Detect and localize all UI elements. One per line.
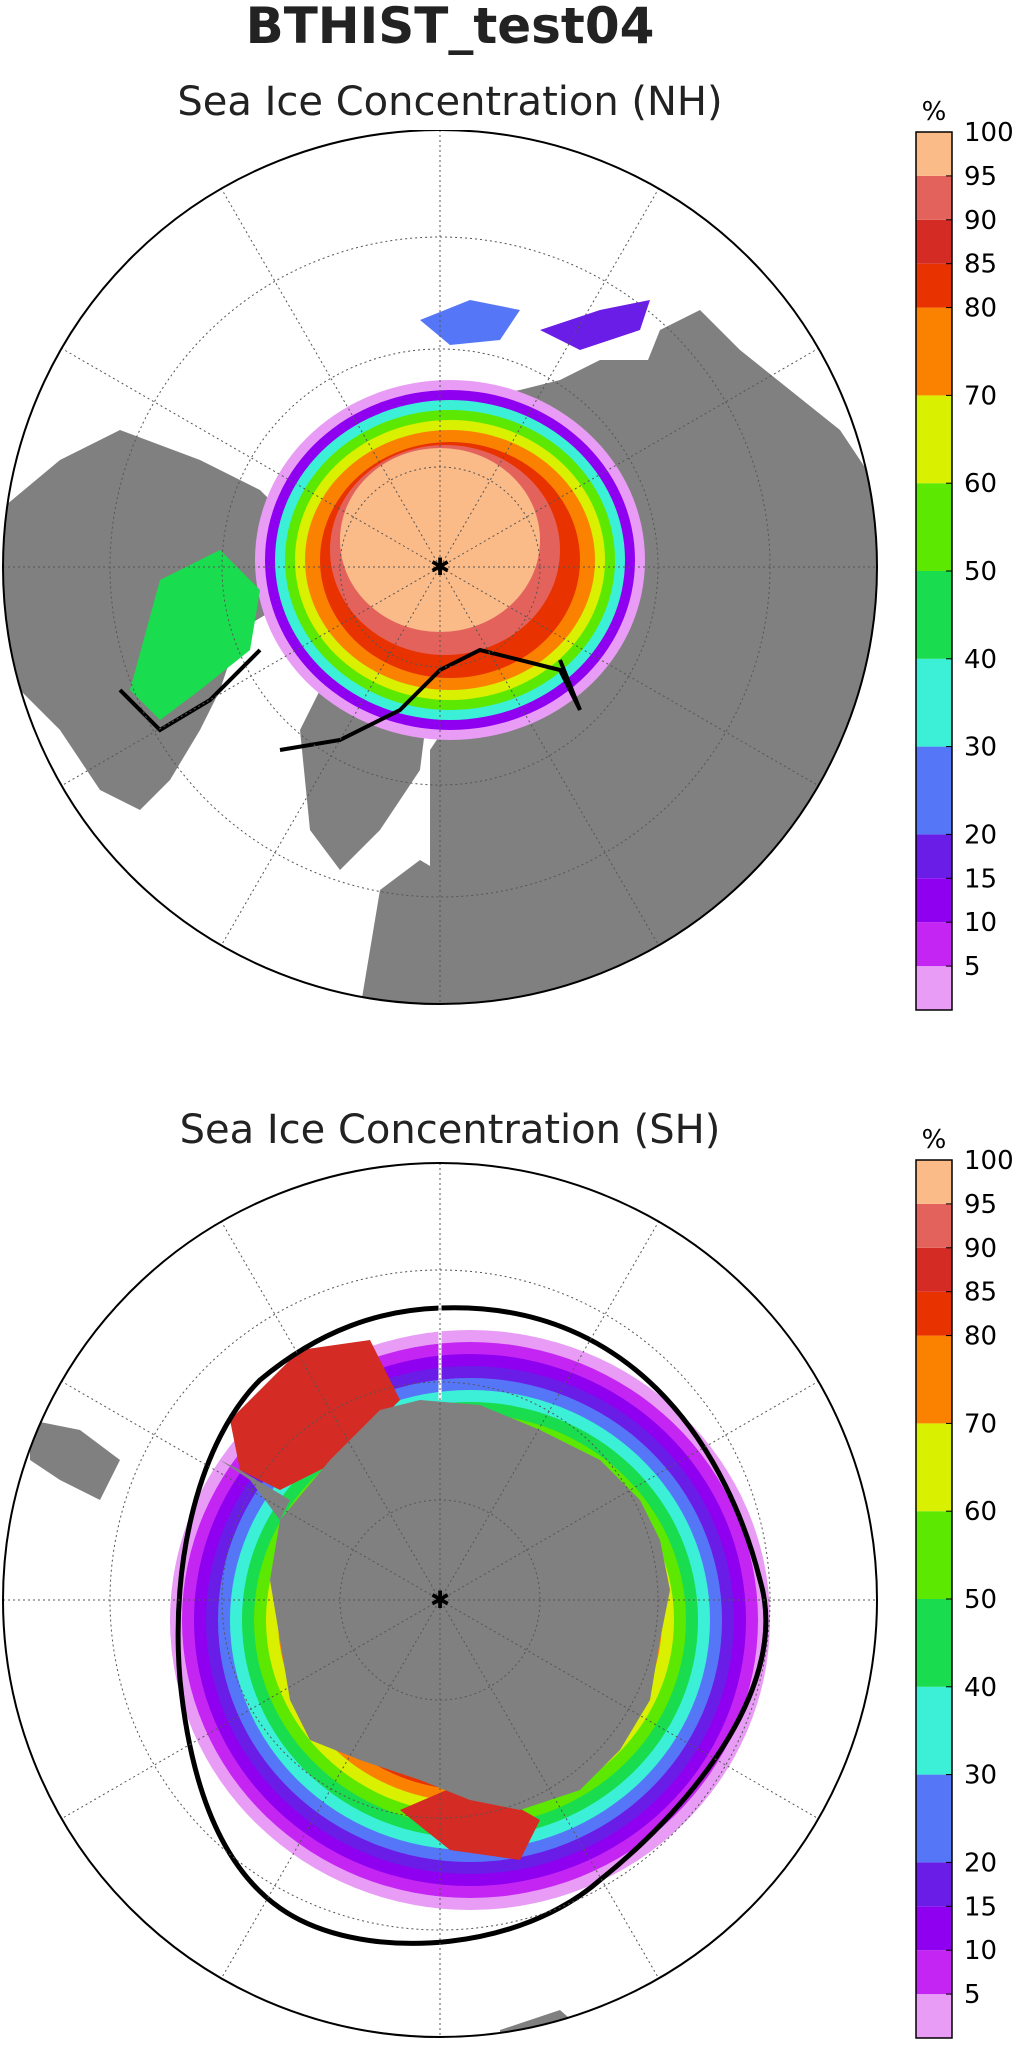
nh-land-europe (360, 860, 540, 1004)
sh-colorbar-segment (916, 1994, 952, 2038)
sh-colorbar-segment (916, 1291, 952, 1336)
nh-colorbar-segment (916, 658, 952, 747)
nh-colorbar-segment (916, 746, 952, 835)
nh-colorbar-segment (916, 571, 952, 659)
nh-colorbar-tick-label: 70 (964, 381, 997, 411)
sh-colorbar-tick-label: 100 (964, 1146, 1014, 1176)
nh-ice-okhotsk (420, 300, 520, 345)
nh-colorbar-tick-label: 5 (964, 952, 981, 982)
nh-graticule (3, 130, 877, 1004)
nh-colorbar-segment (916, 878, 952, 923)
sh-land-antarctica (270, 1400, 670, 1810)
sh-ice-edge-contour (175, 1305, 769, 1946)
sh-colorbar-tick-label: 90 (964, 1234, 997, 1264)
nh-colorbar-segment (916, 922, 952, 967)
sh-graticule (3, 1163, 877, 2037)
sh-colorbar-segment (916, 1203, 952, 1248)
sh-colorbar-segment (916, 1686, 952, 1775)
nh-colorbar-segment (916, 307, 952, 396)
nh-colorbar-tick-label: 100 (964, 118, 1014, 148)
sh-ice-weddell (230, 1340, 400, 1490)
sh-colorbar-tick-label: 70 (964, 1409, 997, 1439)
nh-ice-baffin-edge (118, 648, 262, 733)
sh-colorbar-segment (916, 1862, 952, 1907)
nh-colorbar-tick-label: 10 (964, 908, 997, 938)
sh-colorbar-tick-label: 60 (964, 1497, 997, 1527)
figure-title: BTHIST_test04 (245, 0, 655, 55)
sh-map-frame (2, 1162, 878, 2038)
nh-colorbar-tick-label: 60 (964, 469, 997, 499)
nh-colorbar-tick-label: 80 (964, 294, 997, 324)
sh-colorbar-segment (916, 1160, 952, 1204)
sh-colorbar-segment (916, 1950, 952, 1995)
nh-land-eurasia (430, 310, 877, 1004)
sh-colorbar-tick-label: 15 (964, 1892, 997, 1922)
nh-colorbar-tick-label: 15 (964, 864, 997, 894)
nh-colorbar-segment (916, 263, 952, 308)
sh-colorbar-segment (916, 1906, 952, 1951)
sh-land-south-america (30, 1420, 120, 1500)
sh-land-peninsula (220, 1460, 290, 1520)
sh-colorbar-segment (916, 1774, 952, 1863)
nh-ice-edge-contour (279, 647, 582, 752)
sh-colorbar-tick-label: 80 (964, 1322, 997, 1352)
nh-pole-marker: ✱ (430, 553, 450, 581)
nh-colorbar: % 5 10 15 20 30 40 50 60 70 80 85 90 95 100 (915, 97, 1014, 1011)
nh-colorbar-tick-label: 30 (964, 733, 997, 763)
sh-colorbar-segment (916, 1599, 952, 1687)
sh-colorbar-tick-label: 40 (964, 1673, 997, 1703)
sh-colorbar: % 5 10 15 20 30 40 50 60 70 80 85 90 95 100 (915, 1125, 1014, 2039)
sh-colorbar-tick-label: 30 (964, 1761, 997, 1791)
sh-colorbar-segment (916, 1335, 952, 1424)
nh-colorbar-tick-label: 95 (964, 162, 997, 192)
nh-polar-map: ✱ (2, 130, 878, 1005)
nh-ice-bering (540, 300, 650, 350)
nh-colorbar-segment (916, 966, 952, 1010)
nh-colorbar-segment (916, 483, 952, 571)
sh-colorbar-tick-label: 10 (964, 1936, 997, 1966)
nh-colorbar-tick-label: 20 (964, 820, 997, 850)
nh-colorbar-segment (916, 834, 952, 879)
nh-colorbar-unit: % (922, 97, 947, 127)
sh-colorbar-segment (916, 1511, 952, 1599)
sh-colorbar-tick-label: 20 (964, 1848, 997, 1878)
sh-colorbar-unit: % (922, 1125, 947, 1155)
sh-colorbar-tick-label: 50 (964, 1585, 997, 1615)
nh-land-scandinavia (470, 690, 560, 850)
nh-map-frame (2, 130, 878, 1005)
sh-polar-map: ✱ (2, 1162, 878, 2038)
nh-colorbar-tick-label: 40 (964, 645, 997, 675)
nh-ice-baffin (130, 550, 260, 720)
sh-pole-marker: ✱ (430, 1586, 450, 1614)
nh-colorbar-tick-label: 50 (964, 557, 997, 587)
nh-colorbar-tick-label: 90 (964, 206, 997, 236)
sh-colorbar-tick-label: 5 (964, 1980, 981, 2010)
nh-map-title: Sea Ice Concentration (NH) (177, 79, 723, 125)
nh-colorbar-tick-label: 85 (964, 250, 997, 280)
nh-colorbar-segment (916, 175, 952, 220)
sh-colorbar-segment (916, 1247, 952, 1292)
nh-colorbar-segment (916, 132, 952, 176)
sh-colorbar-segment (916, 1423, 952, 1512)
sh-colorbar-tick-label: 95 (964, 1190, 997, 1220)
sh-colorbar-tick-label: 85 (964, 1278, 997, 1308)
nh-colorbar-segment (916, 219, 952, 264)
sh-map-title: Sea Ice Concentration (SH) (179, 1107, 721, 1153)
nh-colorbar-segment (916, 395, 952, 484)
